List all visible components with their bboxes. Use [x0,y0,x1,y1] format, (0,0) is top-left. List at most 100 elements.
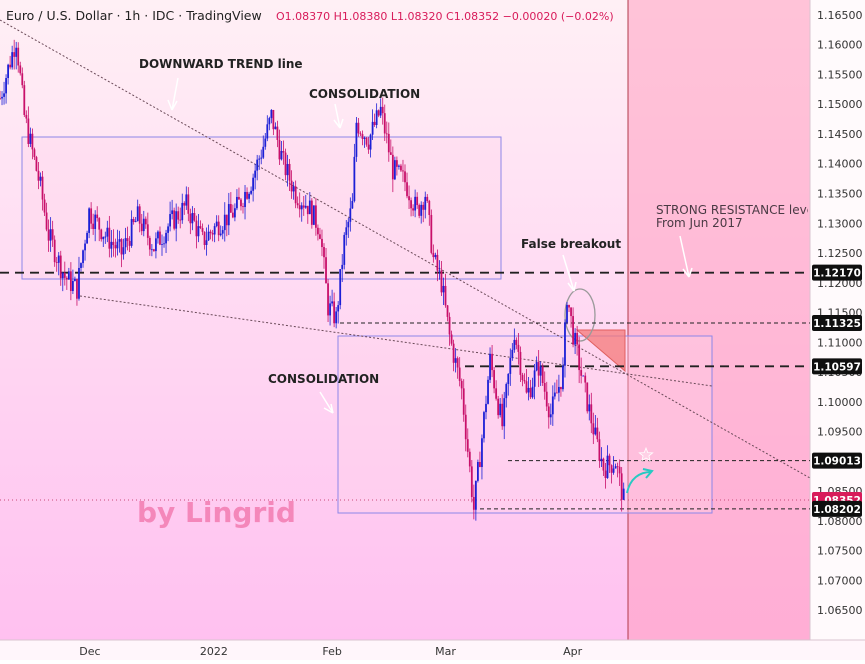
candle-body [466,439,469,452]
candle-body [464,414,467,440]
candle-body [161,244,163,245]
candle-body [223,214,226,231]
candle-body [618,466,621,474]
candle-body [513,339,516,350]
candle-body [209,231,212,234]
price-tick-label: 1.10000 [817,396,863,409]
candle-body [442,285,445,293]
candle-body [436,254,439,271]
candle-body [217,221,220,236]
candle-body [118,239,121,242]
candle-body [167,226,169,233]
candle-body [29,133,32,144]
candle-body [335,311,338,324]
time-axis-ticks: Dec 2022 Feb Mar Apr [79,645,582,658]
false-breakout-ellipse [564,288,596,342]
candle-body [67,271,70,280]
candle-body [59,255,62,279]
candle-body [252,177,255,191]
time-tick-label: Feb [322,645,341,658]
candle-body [347,221,350,228]
candle-body [361,134,364,139]
candle-body [564,322,566,366]
candle-body [57,255,60,263]
price-tick-label: 1.16500 [817,9,863,22]
candle-body [157,231,159,239]
candle-body [31,133,34,150]
candle-body [33,149,36,158]
candle-body [602,458,605,471]
candle-body [51,229,54,240]
price-tag [812,358,862,375]
candle-body [606,455,609,478]
downward-trend-line[interactable] [0,19,811,479]
candle-body [515,339,518,345]
candle-body [250,190,252,194]
candle-body [477,461,479,481]
candle-body [280,151,283,160]
candle-body [225,214,228,226]
candle-body [545,391,548,407]
price-tick-label: 1.13500 [817,187,863,200]
price-tick-label: 1.13000 [817,217,863,230]
candle-body [410,200,412,209]
candle-body [468,451,471,467]
candle-body [412,208,414,211]
candle-body [483,412,485,439]
candle-body [278,139,281,160]
projection-arrow [626,471,652,494]
candle-body [211,233,214,235]
candle-body [503,398,506,427]
time-tick-label: 2022 [200,645,228,658]
annotation-resistance-date: From Jun 2017 [656,216,743,230]
candle-body [472,496,475,510]
time-axis-panel [0,640,865,660]
candle-body [343,234,346,265]
candle-body [266,124,269,139]
candle-body [260,157,263,159]
candle-body [576,332,579,345]
candle-body [416,196,419,206]
candle-body [612,468,615,473]
annotation-arrows [167,77,693,414]
candle-body [43,199,46,213]
candle-body [187,194,190,214]
candle-body [422,204,425,210]
candle-body [537,362,540,376]
candle-body [88,208,90,233]
candle-body [102,236,105,240]
price-tick-label: 1.09500 [817,426,863,439]
candle-body [535,362,538,371]
candle-body [238,196,240,200]
candle-body [150,249,153,251]
consolidation-box-2[interactable] [337,335,713,514]
candle-body [582,375,585,377]
candle-body [357,122,360,134]
candle-body [258,158,261,160]
candle-body [100,229,103,240]
candle-body [17,47,20,66]
candle-body [132,219,135,223]
candle-body [3,93,5,97]
annotation-false-breakout: False breakout [521,237,621,251]
symbol-legend[interactable]: Euro / U.S. Dollar · 1h · IDC · TradingV… [6,8,262,23]
candle-body [175,211,178,229]
candle-body [45,212,48,230]
candle-body [389,152,392,155]
candle-body [511,349,514,358]
candle-body [426,196,429,201]
candle-body [387,133,390,153]
candle-body [221,230,224,234]
candle-body [191,212,194,224]
candle-body [509,357,512,374]
candle-body [201,227,204,232]
candle-body [462,388,465,415]
candle-body [521,374,524,381]
candle-body [203,231,206,245]
candle-body [474,480,477,510]
candle-body [588,404,591,412]
time-tick-label: Mar [435,645,456,658]
candle-body [72,280,74,292]
candle-body [197,226,200,237]
